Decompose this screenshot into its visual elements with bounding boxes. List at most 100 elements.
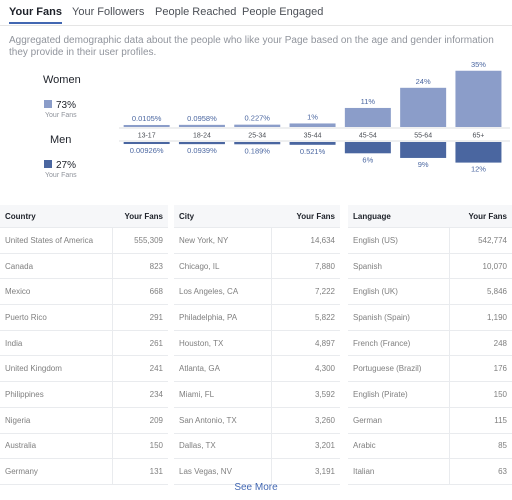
value-label: 35% — [471, 60, 486, 69]
row: New York, NY 14,634 — [174, 227, 340, 254]
bar — [289, 123, 336, 127]
value-label: 0.0939% — [187, 146, 217, 155]
tab[interactable]: People Reached — [155, 6, 237, 18]
row: Philippines 234 — [0, 381, 168, 408]
cell: 150 — [449, 381, 512, 408]
legend-swatch — [44, 160, 52, 168]
row: English (UK) 5,846 — [348, 278, 512, 306]
cell: Portuguese (Brazil) — [348, 355, 450, 383]
value-label: 9% — [418, 160, 429, 169]
header-cell: Your Fans — [271, 205, 340, 228]
bar — [178, 124, 225, 127]
tab[interactable]: People Engaged — [242, 6, 324, 18]
bar — [400, 142, 447, 158]
cell: 14,634 — [271, 227, 340, 254]
cell: 3,592 — [271, 381, 340, 408]
cell: Puerto Rico — [0, 304, 113, 331]
description: Aggregated demographic data about the pe… — [9, 35, 494, 58]
value-label: 0.0105% — [132, 114, 162, 123]
tab[interactable]: Your Fans — [9, 6, 62, 24]
header-cell: City — [174, 205, 272, 228]
cell: 115 — [449, 407, 512, 434]
cell: United States of America — [0, 227, 113, 254]
header-cell: Your Fans — [112, 205, 168, 228]
legend-label: Women — [43, 74, 81, 86]
tab[interactable]: Your Followers — [72, 6, 145, 18]
row: Germany 131 — [0, 458, 168, 485]
bar — [400, 87, 447, 127]
legend-total: 27% — [56, 160, 76, 171]
cell: New York, NY — [174, 227, 272, 254]
row: Nigeria 209 — [0, 407, 168, 434]
value-label: 1% — [307, 112, 318, 121]
cell: 63 — [449, 458, 512, 485]
bar — [455, 70, 502, 127]
bar — [123, 142, 170, 145]
row: Puerto Rico 291 — [0, 304, 168, 331]
x-tick-label: 13-17 — [138, 133, 156, 140]
cell: India — [0, 330, 113, 357]
row: Portuguese (Brazil) 176 — [348, 355, 512, 383]
value-label: 11% — [361, 97, 376, 106]
row: Las Vegas, NV 3,191 — [174, 458, 340, 485]
cell: 209 — [112, 407, 168, 434]
cell: German — [348, 407, 450, 434]
x-tick-label: 18-24 — [193, 133, 211, 140]
row: Los Angeles, CA 7,222 — [174, 278, 340, 306]
cell: Germany — [0, 458, 113, 485]
cell: 85 — [449, 433, 512, 460]
x-tick-label: 45-54 — [359, 133, 377, 140]
x-tick-label: 55-64 — [414, 133, 432, 140]
value-label: 0.227% — [245, 114, 271, 123]
cell: English (UK) — [348, 278, 450, 306]
cell: 5,846 — [449, 278, 512, 306]
row: Mexico 668 — [0, 278, 168, 306]
cell: 291 — [112, 304, 168, 331]
cell: 4,897 — [271, 330, 340, 357]
row: San Antonio, TX 3,260 — [174, 407, 340, 434]
row: Atlanta, GA 4,300 — [174, 355, 340, 383]
cell: San Antonio, TX — [174, 407, 272, 434]
cell: 3,191 — [271, 458, 340, 485]
row: Dallas, TX 3,201 — [174, 433, 340, 460]
row: Spanish 10,070 — [348, 253, 512, 280]
value-label: 0.521% — [300, 147, 326, 156]
value-label: 24% — [416, 77, 431, 86]
row: India 261 — [0, 330, 168, 357]
bar — [289, 142, 336, 145]
value-label: 12% — [471, 165, 486, 174]
x-tick-label: 65+ — [473, 133, 485, 140]
cell: Houston, TX — [174, 330, 272, 357]
header-cell: Your Fans — [449, 205, 512, 228]
cell: 150 — [112, 433, 168, 460]
cell: Italian — [348, 458, 450, 485]
row: Arabic 85 — [348, 433, 512, 460]
cell: 261 — [112, 330, 168, 357]
cell: 555,309 — [112, 227, 168, 254]
bar — [123, 124, 170, 127]
cell: Canada — [0, 253, 113, 280]
row: Australia 150 — [0, 433, 168, 460]
cell: English (US) — [348, 227, 450, 254]
table: City Your Fans New York, NY 14,634 Chicago, … — [174, 205, 340, 485]
cell: Spanish — [348, 253, 450, 280]
header-cell: Language — [348, 205, 450, 228]
cell: Philippines — [0, 381, 113, 408]
legend-label: Men — [50, 134, 71, 146]
see-more[interactable]: See More — [234, 482, 278, 493]
table: Country Your Fans United States of America… — [0, 205, 168, 485]
value-label: 0.0958% — [187, 114, 217, 123]
x-tick-label: 35-44 — [304, 133, 322, 140]
cell: Las Vegas, NV — [174, 458, 272, 485]
row: Houston, TX 4,897 — [174, 330, 340, 357]
legend-swatch — [44, 100, 52, 108]
cell: Miami, FL — [174, 381, 272, 408]
cell: Atlanta, GA — [174, 355, 272, 383]
row: Miami, FL 3,592 — [174, 381, 340, 408]
cell: Australia — [0, 433, 113, 460]
row: Canada 823 — [0, 253, 168, 280]
header-row: Country Your Fans — [0, 205, 168, 228]
x-tick-label: 25-34 — [248, 133, 266, 140]
header-row: Language Your Fans — [348, 205, 512, 228]
